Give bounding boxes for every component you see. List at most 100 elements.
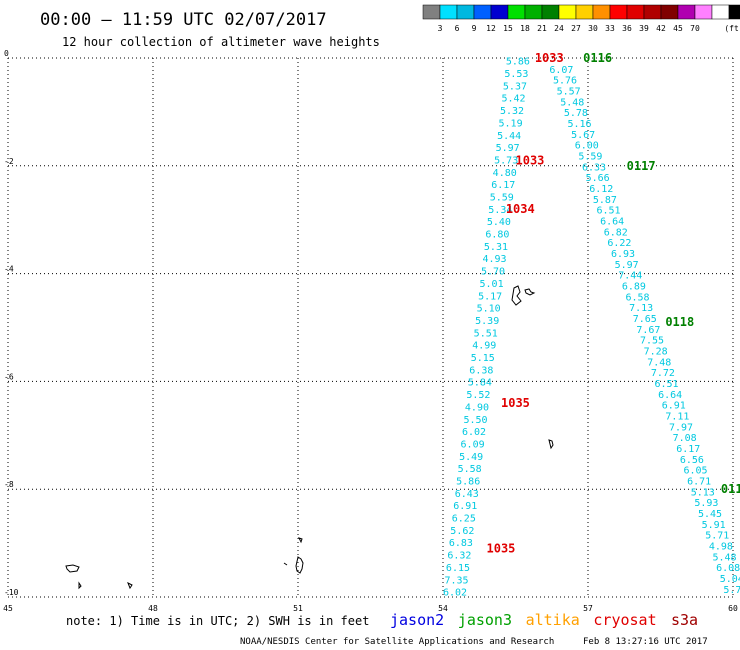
y-tick-label: -6 — [4, 372, 14, 381]
wave-height-value: 5.51 — [474, 328, 498, 339]
pass-label: 1035 — [487, 541, 516, 555]
wave-height-value: 5.76 — [553, 76, 577, 87]
island-outline — [78, 581, 82, 590]
pass-label: 1034 — [506, 202, 535, 216]
scale-swatch — [660, 4, 679, 20]
wave-height-value: 4.98 — [709, 542, 733, 553]
wave-height-value: 5.59 — [490, 193, 514, 204]
wave-height-value: 5.66 — [586, 173, 610, 184]
satellite-label: cryosat — [593, 611, 656, 629]
wave-height-value: 6.12 — [589, 184, 613, 195]
y-tick-label: -2 — [4, 157, 14, 166]
wave-height-value: 5.16 — [567, 119, 591, 130]
island-outline — [65, 564, 80, 573]
scale-swatch — [524, 4, 543, 20]
wave-height-value: 7.44 — [618, 271, 642, 282]
wave-height-value: 5.91 — [702, 520, 726, 531]
wave-height-value: 5.19 — [499, 118, 523, 129]
scale-label: 21 — [537, 24, 547, 33]
wave-height-value: 6.02 — [443, 588, 467, 599]
wave-height-value: 6.51 — [596, 206, 620, 217]
wave-height-value: 7.55 — [640, 336, 664, 347]
wave-height-value: 5.97 — [615, 260, 639, 271]
scale-swatch — [507, 4, 526, 20]
wave-height-value: 6.56 — [680, 455, 704, 466]
wave-height-value: 6.17 — [676, 444, 700, 455]
scale-label: 27 — [571, 24, 581, 33]
wave-height-value: 4.80 — [493, 168, 517, 179]
wave-height-value: 7.35 — [444, 575, 468, 586]
wave-height-value: 5.10 — [477, 304, 501, 315]
wave-height-value: 6.82 — [604, 227, 628, 238]
scale-label: 15 — [503, 24, 513, 33]
wave-height-value: 5.01 — [480, 279, 504, 290]
pass-label: 1033 — [535, 51, 564, 65]
wave-height-value: 5.37 — [503, 81, 527, 92]
wave-height-value: 6.17 — [491, 180, 515, 191]
scale-label: 18 — [520, 24, 530, 33]
wave-height-value: 4.93 — [482, 254, 506, 265]
pass-label: 1035 — [501, 396, 530, 410]
wave-height-value: 5.67 — [571, 130, 595, 141]
scale-label: 30 — [588, 24, 598, 33]
wave-height-value: 5.62 — [450, 526, 474, 537]
wave-height-value: 7.11 — [665, 412, 689, 423]
footer-note: note: 1) Time is in UTC; 2) SWH is in fe… — [66, 614, 369, 628]
wave-height-value: 7.72 — [651, 368, 675, 379]
wave-height-value: 5.70 — [723, 585, 740, 596]
scale-label: 33 — [605, 24, 615, 33]
satellite-legend: jason2 jason3 altika cryosat s3a — [390, 611, 698, 629]
wave-height-value: 6.71 — [687, 477, 711, 488]
wave-height-value: 6.15 — [446, 563, 470, 574]
wave-height-value: 6.09 — [461, 439, 485, 450]
scale-swatch — [541, 4, 560, 20]
wave-height-value: 7.97 — [669, 422, 693, 433]
x-tick-label: 51 — [293, 604, 303, 613]
scale-swatch — [439, 4, 458, 20]
pass-label: 0116 — [583, 51, 612, 65]
wave-height-value: 5.45 — [698, 509, 722, 520]
wave-height-value: 5.71 — [705, 531, 729, 542]
wave-height-value: 6.05 — [683, 466, 707, 477]
wave-height-value: 5.97 — [496, 143, 520, 154]
wave-height-value: 6.02 — [462, 427, 486, 438]
wave-height-value: 5.53 — [504, 69, 528, 80]
wave-height-value: 5.15 — [471, 353, 495, 364]
scale-label: 6 — [455, 24, 460, 33]
scale-swatch — [728, 4, 740, 20]
wave-height-value: 5.84 — [468, 378, 492, 389]
scale-swatch — [643, 4, 662, 20]
wave-height-value: 6.91 — [453, 501, 477, 512]
wave-height-value: 5.34 — [488, 205, 512, 216]
scale-label: 24 — [554, 24, 564, 33]
map-grid — [7, 57, 734, 598]
wave-height-value: 5.58 — [458, 464, 482, 475]
wave-height-value: 5.87 — [593, 195, 617, 206]
wave-height-value: 6.25 — [452, 514, 476, 525]
wave-height-value: 5.86 — [456, 476, 480, 487]
altimeter-tracks: 5.865.535.375.425.325.195.445.975.734.80… — [443, 57, 740, 599]
y-tick-label: -8 — [4, 480, 14, 489]
island-outline — [548, 439, 554, 450]
landmass-outlines — [65, 285, 554, 590]
scale-swatch — [626, 4, 645, 20]
wave-height-value: 6.93 — [611, 249, 635, 260]
wave-height-value: 6.38 — [469, 365, 493, 376]
wave-height-value: 5.50 — [463, 415, 487, 426]
satellite-label: jason2 — [390, 611, 444, 629]
wave-height-value: 6.08 — [716, 563, 740, 574]
pass-labels: 1033 0116 1033 0117 1034 0118 1035 0119 1035 — [487, 51, 740, 555]
wave-height-value: 7.13 — [629, 303, 653, 314]
wave-height-value: 6.80 — [485, 230, 509, 241]
wave-height-value: 5.59 — [578, 151, 602, 162]
wave-height-value: 6.22 — [607, 238, 631, 249]
wave-height-value: 5.49 — [459, 452, 483, 463]
wave-height-value: 5.57 — [557, 86, 581, 97]
pass-label: 0118 — [665, 315, 694, 329]
scale-label: 12 — [486, 24, 496, 33]
scale-swatch — [558, 4, 577, 20]
island-outline — [511, 285, 522, 306]
wave-height-value: 5.39 — [475, 316, 499, 327]
